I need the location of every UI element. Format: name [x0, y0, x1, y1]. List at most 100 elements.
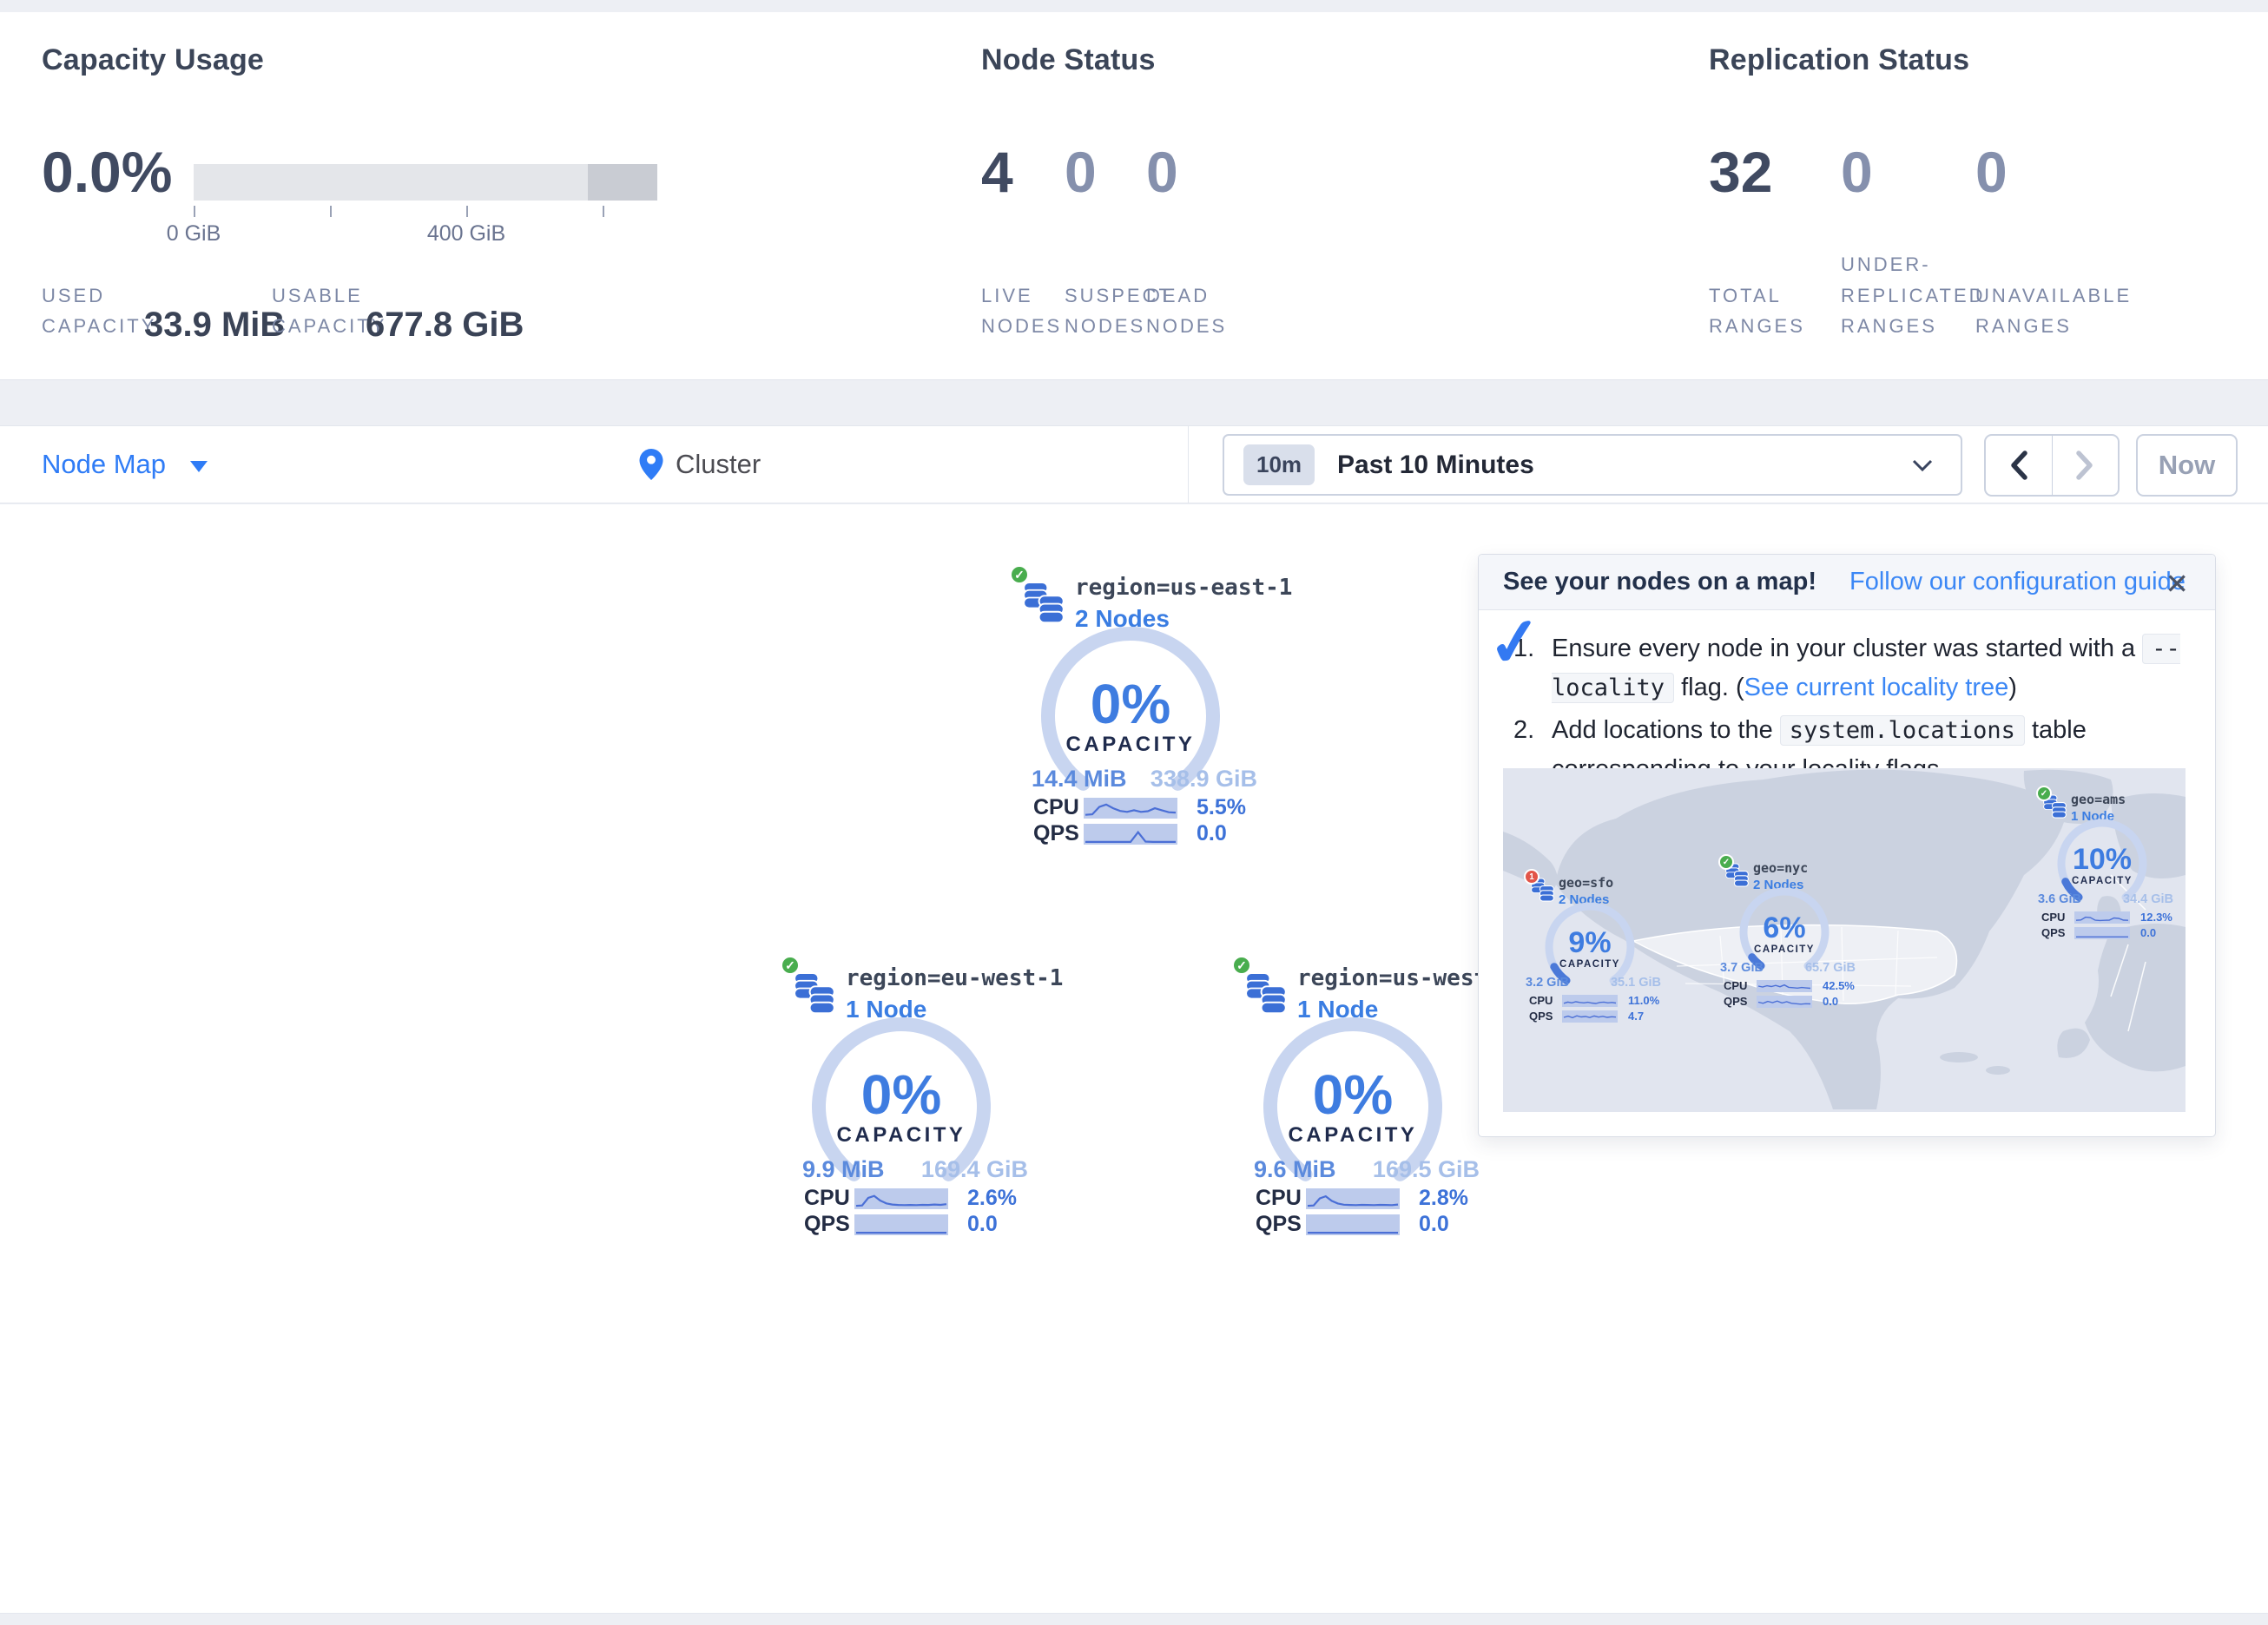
- capacity-percent: 0%: [1312, 1063, 1394, 1126]
- capacity-used-value: 3.2 GiB: [1526, 976, 1569, 990]
- step-text-fragment: Ensure every node in your cluster was st…: [1552, 635, 2143, 662]
- capacity-used-value: 14.4 MiB: [1032, 766, 1127, 792]
- region-locality-label: geo=nyc: [1753, 860, 1809, 876]
- capacity-label: CAPACITY: [2072, 876, 2133, 886]
- capacity-gauge: [1545, 902, 1635, 984]
- database-nodes-icon: [794, 972, 835, 1016]
- region-locality-label: region=us-east-1: [1075, 575, 1293, 601]
- region-nodes-link[interactable]: 1 Node: [846, 996, 927, 1023]
- cpu-value: 42.5%: [1823, 979, 1855, 992]
- capacity-axis-tick: [603, 206, 604, 217]
- system-locations-code: system.locations: [1779, 715, 2025, 746]
- capacity-axis-label-400: 400 GiB: [426, 221, 506, 246]
- time-step-forward-button[interactable]: [2051, 436, 2119, 495]
- live-nodes-count: 4: [981, 140, 1013, 204]
- qps-label: QPS: [2041, 926, 2066, 939]
- step-number: 2.: [1513, 716, 1535, 744]
- dead-nodes-count: 0: [1146, 140, 1178, 204]
- capacity-used-value: 3.6 GiB: [2038, 892, 2081, 906]
- qps-value: 0.0: [2140, 926, 2157, 939]
- node-status-title: Node Status: [981, 43, 1156, 76]
- replication-status-title: Replication Status: [1709, 43, 1970, 76]
- caret-down-icon: [190, 460, 208, 472]
- locality-tree-link[interactable]: See current locality tree: [1744, 674, 2009, 701]
- region-group-us-west-1: ✓ region=us-west-1 1 Node 0% CAPACITY 9.…: [1230, 946, 1514, 1246]
- capacity-usage-bar: [194, 164, 657, 201]
- cpu-label: CPU: [1724, 979, 1748, 992]
- region-group-eu-west-1: ✓ region=eu-west-1 1 Node 0% CAPACITY 9.…: [778, 946, 1063, 1246]
- now-button[interactable]: Now: [2136, 434, 2238, 497]
- step-number: 1.: [1513, 635, 1535, 662]
- cpu-label: CPU: [804, 1186, 850, 1210]
- view-mode-dropdown[interactable]: Node Map: [42, 426, 208, 503]
- capacity-label: CAPACITY: [1754, 944, 1815, 955]
- capacity-axis-tick: [194, 206, 195, 217]
- popup-title: See your nodes on a map!: [1503, 568, 1816, 595]
- capacity-total-value: 169.4 GiB: [920, 1156, 1028, 1182]
- used-capacity-label: USED CAPACITY: [42, 284, 157, 337]
- capacity-usage-title: Capacity Usage: [42, 43, 265, 76]
- region-group-us-east-1: ✓ region=us-east-1 2 Nodes 0% CAPACITY 1…: [1007, 556, 1292, 855]
- capacity-percent: 6%: [1763, 911, 1806, 944]
- cluster-summary-panel: Capacity Usage 0.0% 0 GiB 400 GiB USED C…: [0, 12, 2268, 380]
- qps-label: QPS: [1724, 995, 1748, 1008]
- time-step-back-button[interactable]: [1986, 436, 2052, 495]
- qps-value: 0.0: [1823, 995, 1839, 1008]
- capacity-total-value: 35.1 GiB: [1610, 976, 1661, 990]
- popup-instructions: 1. Ensure every node in your cluster was…: [1513, 629, 2191, 792]
- under-replicated-ranges-label: UNDER-REPLICATED RANGES: [1841, 253, 1986, 337]
- total-ranges-count: 32: [1709, 140, 1773, 204]
- healthy-check-icon: ✓: [1718, 854, 1734, 870]
- map-region-geo-nyc: ✓ geo=nyc 2 Nodes 6% CAPACITY 3.7 GiB 65…: [1717, 851, 1869, 1012]
- step-text-fragment: flag. (: [1674, 674, 1744, 701]
- breadcrumb: Cluster: [639, 426, 761, 503]
- capacity-used-value: 9.9 MiB: [802, 1156, 885, 1182]
- time-range-dropdown[interactable]: 10m Past 10 Minutes: [1223, 434, 1962, 496]
- capacity-usage-bar-segment: [588, 164, 657, 201]
- map-pin-icon: [639, 449, 663, 480]
- capacity-label: CAPACITY: [1559, 959, 1620, 970]
- capacity-gauge: [2057, 819, 2147, 901]
- time-range-badge: 10m: [1243, 444, 1315, 485]
- capacity-total-value: 169.5 GiB: [1372, 1156, 1480, 1182]
- cpu-sparkline: [1757, 979, 1812, 992]
- unavailable-ranges-label: UNAVAILABLE RANGES: [1975, 284, 2133, 337]
- cpu-sparkline: [1306, 1188, 1400, 1209]
- healthy-check-icon: ✓: [1009, 564, 1030, 585]
- capacity-axis-label-0: 0 GiB: [166, 221, 221, 246]
- configuration-guide-link[interactable]: Follow our configuration guide: [1849, 568, 2186, 595]
- capacity-axis-tick: [466, 206, 468, 217]
- usable-capacity-value: 677.8 GiB: [366, 306, 524, 344]
- cpu-sparkline: [854, 1188, 948, 1209]
- time-range-label: Past 10 Minutes: [1337, 450, 1534, 479]
- capacity-label: CAPACITY: [1288, 1123, 1418, 1147]
- capacity-used-value: 3.7 GiB: [1720, 961, 1764, 975]
- region-locality-label: region=eu-west-1: [846, 965, 1064, 991]
- dead-nodes-label: DEAD NODES: [1146, 284, 1228, 337]
- qps-sparkline: [2074, 926, 2130, 939]
- cpu-label: CPU: [1256, 1186, 1302, 1210]
- cpu-value: 12.3%: [2140, 911, 2172, 924]
- qps-sparkline: [1757, 995, 1812, 1008]
- used-capacity-value: 33.9 MiB: [144, 306, 286, 344]
- live-nodes-label: LIVE NODES: [981, 284, 1063, 337]
- close-icon[interactable]: ✕: [2165, 568, 2189, 600]
- region-nodes-link[interactable]: 1 Node: [1297, 996, 1379, 1023]
- capacity-total-value: 338.9 GiB: [1150, 766, 1257, 792]
- map-region-geo-ams: ✓ geo=ams 1 Node 10% CAPACITY 3.6 GiB 34…: [2034, 782, 2186, 944]
- cpu-sparkline: [1562, 994, 1618, 1007]
- cpu-value: 2.6%: [967, 1186, 1017, 1210]
- usable-capacity-label: USABLE CAPACITY: [272, 284, 387, 337]
- qps-value: 0.0: [1419, 1212, 1449, 1236]
- node-map-config-popup: See your nodes on a map! Follow our conf…: [1478, 554, 2216, 1137]
- suspect-nodes-label: SUSPECT NODES: [1065, 284, 1173, 337]
- chevron-right-icon: [2076, 451, 2093, 480]
- breadcrumb-cluster-label: Cluster: [676, 449, 761, 479]
- cpu-sparkline: [2074, 911, 2130, 924]
- toolbar-divider: [1188, 426, 1189, 503]
- capacity-total-value: 65.7 GiB: [1804, 961, 1856, 975]
- qps-value: 0.0: [967, 1212, 998, 1236]
- chevron-down-icon: [1912, 459, 1933, 471]
- database-nodes-icon: [1245, 972, 1287, 1016]
- chevron-left-icon: [2011, 451, 2027, 480]
